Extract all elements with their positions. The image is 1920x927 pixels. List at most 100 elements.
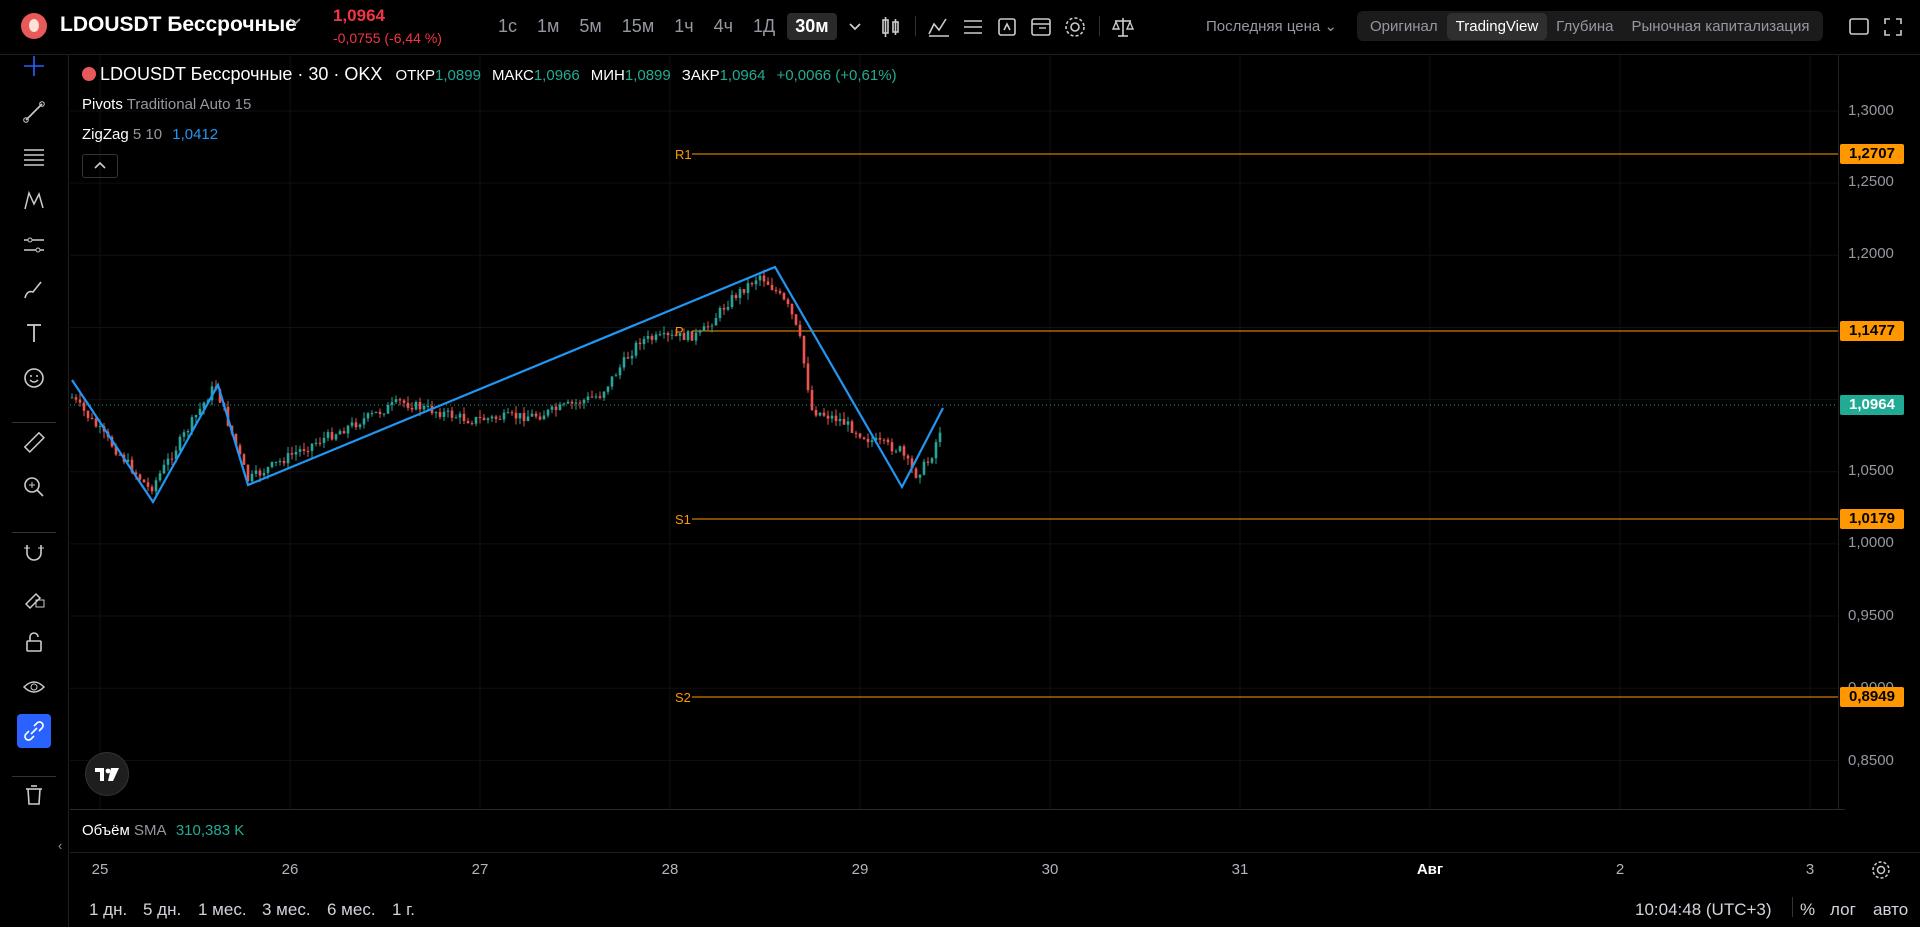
candle-body	[242, 454, 246, 465]
candle-body	[722, 307, 726, 310]
link-icon-active[interactable]	[17, 714, 51, 748]
legend-main: LDOUSDT Бессрочные · 30 · OKX ОТКР1,0899…	[82, 64, 897, 85]
time-axis[interactable]: 25 26 27 28 29 30 31 Авг 2 3	[70, 852, 1920, 888]
auto-toggle[interactable]: авто	[1873, 900, 1909, 919]
trend-line-icon[interactable]	[17, 95, 51, 129]
view-depth-tab[interactable]: Глубина	[1556, 17, 1614, 35]
candle-body	[138, 474, 142, 480]
interval-4h[interactable]: 4ч	[713, 16, 733, 36]
interval-1m[interactable]: 1м	[537, 16, 560, 36]
time-axis-label: 29	[851, 861, 869, 878]
legend-title: LDOUSDT Бессрочные · 30 · OKX	[100, 64, 383, 84]
range-1y[interactable]: 1 г.	[392, 900, 416, 919]
compare-scale-icon[interactable]	[1110, 14, 1136, 40]
brush-icon[interactable]	[17, 272, 51, 306]
pivot-label-r1: R1	[675, 147, 692, 162]
range-1m[interactable]: 1 мес.	[198, 900, 247, 919]
candle-body	[682, 333, 686, 341]
volume-name: Объём	[82, 822, 130, 839]
price-scale-label: 1,3000	[1848, 102, 1894, 119]
candle-body	[654, 334, 658, 340]
axis-settings-gear-icon[interactable]	[1868, 857, 1894, 883]
text-icon[interactable]	[17, 316, 51, 350]
symbol-dropdown-icon[interactable]	[288, 14, 302, 33]
fib-lines-icon[interactable]	[17, 140, 51, 174]
candle-body	[294, 451, 298, 455]
collapse-toolbar-chevron-icon[interactable]: ‹	[58, 838, 63, 853]
range-6m[interactable]: 6 мес.	[327, 900, 376, 919]
last-price-badge: 1,0964	[1840, 395, 1904, 415]
view-original-tab[interactable]: Оригинал	[1370, 17, 1438, 35]
symbol-name[interactable]: LDOUSDT Бессрочные	[60, 13, 297, 36]
candle-body	[246, 464, 250, 482]
trash-icon[interactable]	[17, 778, 51, 812]
candle-body	[622, 357, 626, 368]
range-5d[interactable]: 5 дн.	[143, 900, 182, 919]
maximize-icon[interactable]	[1846, 14, 1872, 40]
candle-body	[422, 405, 426, 410]
candle-body	[850, 421, 854, 433]
pattern-icon[interactable]	[17, 184, 51, 218]
candle-body	[586, 396, 590, 400]
emoji-icon[interactable]	[17, 361, 51, 395]
interval-5m[interactable]: 5м	[579, 16, 602, 36]
zoom-in-icon[interactable]	[17, 470, 51, 504]
interval-more-icon[interactable]	[848, 15, 874, 41]
chevron-down-icon: ⌄	[1324, 18, 1337, 35]
replay-icon[interactable]	[994, 14, 1020, 40]
lock-drawing-icon[interactable]	[17, 580, 51, 614]
top-toolbar: LDOUSDT Бессрочные 1,0964 -0,0755 (-6,44…	[0, 0, 1920, 55]
candle-body	[662, 333, 666, 335]
range-1d[interactable]: 1 дн.	[89, 900, 128, 919]
candle-body	[686, 331, 690, 341]
view-tradingview-tab[interactable]: TradingView	[1446, 12, 1548, 40]
candle-body	[202, 402, 206, 409]
collapse-legend-button[interactable]	[82, 154, 118, 178]
log-toggle[interactable]: лог	[1830, 900, 1856, 919]
magnet-icon[interactable]	[17, 535, 51, 569]
unlock-icon[interactable]	[17, 625, 51, 659]
candle-body	[746, 283, 750, 293]
ruler-icon[interactable]	[17, 425, 51, 459]
view-marketcap-tab[interactable]: Рыночная капитализация	[1631, 17, 1810, 35]
legend-zigzag[interactable]: ZigZag 5 10 1,0412	[82, 126, 218, 143]
candle-body	[394, 399, 398, 403]
candle-body	[210, 386, 214, 401]
candle-body	[534, 413, 538, 417]
list-icon[interactable]	[960, 14, 986, 40]
candle-body	[86, 410, 90, 418]
price-chart[interactable]: R1 P S1 S2	[70, 55, 1845, 809]
layout-icon[interactable]	[1028, 14, 1054, 40]
interval-1h[interactable]: 1ч	[674, 16, 694, 36]
interval-1s[interactable]: 1с	[498, 16, 518, 36]
fullscreen-icon[interactable]	[1880, 14, 1906, 40]
pivot-price-badge: 1,2707	[1840, 144, 1904, 164]
interval-1d[interactable]: 1Д	[752, 16, 776, 36]
volume-pane[interactable]: Объём SMA 310,383 K	[70, 809, 1845, 853]
percent-toggle[interactable]: %	[1800, 900, 1816, 919]
price-scale[interactable]	[1838, 55, 1920, 809]
interval-30m-active[interactable]: 30м	[787, 13, 837, 40]
candle-body	[94, 418, 98, 427]
settings-gear-icon[interactable]	[1062, 14, 1088, 40]
crosshair-icon[interactable]	[17, 49, 51, 83]
prediction-icon[interactable]	[17, 228, 51, 262]
price-type-dropdown[interactable]: Последняя цена ⌄	[1206, 17, 1337, 35]
indicators-icon[interactable]	[926, 14, 952, 40]
candles-type-icon[interactable]	[878, 14, 904, 40]
candle-body	[522, 413, 526, 422]
zigzag-value: 1,0412	[172, 126, 219, 143]
candle-body	[354, 422, 358, 428]
candle-body	[218, 389, 222, 403]
candle-body	[154, 480, 158, 492]
interval-15m[interactable]: 15м	[621, 16, 655, 36]
eye-icon[interactable]	[17, 670, 51, 704]
legend-close-label: ЗАКР	[681, 67, 720, 84]
range-3m[interactable]: 3 мес.	[262, 900, 311, 919]
clock-timezone[interactable]: 10:04:48 (UTC+3)	[1635, 900, 1772, 919]
price-scale-label: 1,2000	[1848, 245, 1894, 262]
candle-body	[778, 291, 782, 294]
tradingview-logo-icon[interactable]	[85, 752, 129, 796]
legend-pivots[interactable]: Pivots Traditional Auto 15	[82, 96, 251, 113]
candle-body	[502, 412, 506, 420]
